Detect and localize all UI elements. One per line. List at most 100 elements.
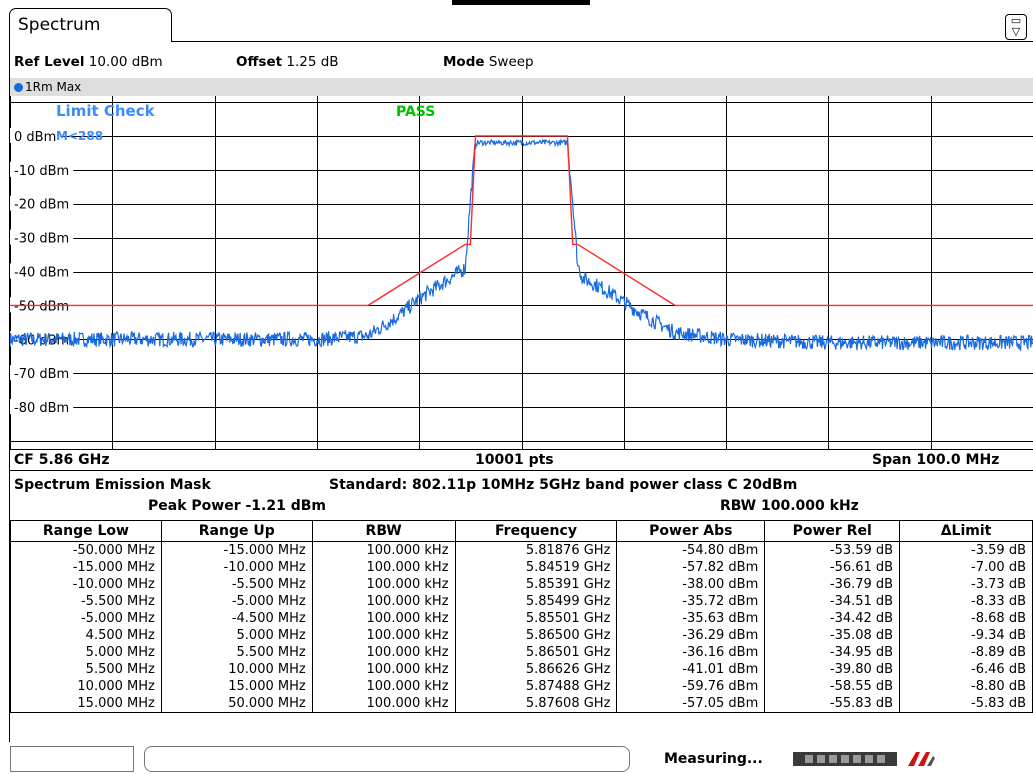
trace-dot-icon: [14, 83, 23, 92]
sweep-points: 10001 pts: [475, 452, 554, 468]
table-cell: 50.000 MHz: [160, 695, 313, 713]
table-cell: 4.500 MHz: [10, 627, 162, 644]
table-row: -10.000 MHz -5.500 MHz 100.000 kHz 5.85391 …: [10, 576, 1033, 593]
table-cell: -3.73 dB: [899, 576, 1033, 593]
table-cell: -7.00 dB: [899, 559, 1033, 576]
tab-divider: [172, 41, 1033, 42]
table-cell: 100.000 kHz: [311, 610, 456, 627]
span: Span 100.0 MHz: [872, 452, 1000, 468]
table-row: 5.000 MHz 5.500 MHz 100.000 kHz 5.86501 GHz…: [10, 644, 1033, 661]
table-cell: -10.000 MHz: [10, 576, 162, 593]
table-cell: -8.80 dB: [899, 678, 1033, 695]
column-header: Power Rel: [764, 520, 901, 542]
table-cell: -8.89 dB: [899, 644, 1033, 661]
offset-label: Offset: [236, 54, 283, 70]
y-tick-label: -30 dBm: [14, 232, 69, 247]
offset-value: 1.25 dB: [286, 54, 339, 70]
y-tick-label: -70 dBm: [14, 367, 69, 382]
table-cell: -5.500 MHz: [10, 593, 162, 610]
y-tick-label: 0 dBm: [14, 130, 56, 145]
table-cell: 100.000 kHz: [311, 627, 456, 644]
table-cell: 5.84519 GHz: [454, 559, 618, 576]
table-cell: 100.000 kHz: [311, 576, 456, 593]
tab-spectrum-label: Spectrum: [18, 15, 101, 35]
mode-label: Mode: [443, 54, 485, 70]
table-body: -50.000 MHz -15.000 MHz 100.000 kHz 5.81876…: [10, 541, 1033, 713]
column-header: Range Low: [10, 520, 162, 542]
tick-label-bg: [10, 365, 74, 381]
table-cell: -41.01 dBm: [616, 661, 766, 678]
table-cell: 100.000 kHz: [311, 644, 456, 661]
table-cell: 5.000 MHz: [10, 644, 162, 661]
table-cell: -58.55 dB: [764, 678, 901, 695]
limit-check-result: PASS: [396, 104, 435, 120]
table-cell: 15.000 MHz: [160, 678, 313, 695]
table-cell: 5.85501 GHz: [454, 610, 618, 627]
mode-value: Sweep: [488, 54, 534, 70]
table-cell: 5.86501 GHz: [454, 644, 618, 661]
table-cell: -5.000 MHz: [160, 593, 313, 610]
overview-icon[interactable]: ▭ ▽: [1005, 14, 1027, 40]
y-tick-label: -10 dBm: [14, 164, 69, 179]
table-cell: -55.83 dB: [764, 695, 901, 713]
table-cell: -10.000 MHz: [160, 559, 313, 576]
table-cell: -57.82 dBm: [616, 559, 766, 576]
tick-label-bg: [10, 161, 74, 177]
limit-line-label: M<288: [56, 129, 103, 143]
table-cell: -15.000 MHz: [10, 559, 162, 576]
table-cell: -6.46 dB: [899, 661, 1033, 678]
table-cell: -3.59 dB: [899, 541, 1033, 559]
plot-svg: 0 dBm -10 dBm -20 dBm -30 dBm -40 dBm -50 dBm…: [10, 96, 1033, 449]
trace-line: [10, 138, 1033, 352]
table-cell: -5.83 dB: [899, 695, 1033, 713]
sem-title: Spectrum Emission Mask: [14, 477, 211, 493]
table-cell: 15.000 MHz: [10, 695, 162, 713]
y-tick-label: -50 dBm: [14, 299, 69, 314]
status-field-left[interactable]: [10, 746, 134, 772]
table-row: -5.500 MHz -5.000 MHz 100.000 kHz 5.85499 G…: [10, 593, 1033, 610]
table-cell: 5.81876 GHz: [454, 541, 618, 559]
spectrum-plot[interactable]: 0 dBm -10 dBm -20 dBm -30 dBm -40 dBm -50 dBm…: [10, 96, 1033, 449]
tab-spectrum[interactable]: Spectrum: [9, 8, 172, 42]
table-row: 4.500 MHz 5.000 MHz 100.000 kHz 5.86500 GHz…: [10, 627, 1033, 644]
frequency-bar: CF 5.86 GHz 10001 pts Span 100.0 MHz: [10, 449, 1033, 471]
table-cell: 100.000 kHz: [311, 593, 456, 610]
table-cell: -54.80 dBm: [616, 541, 766, 559]
tick-label-bg: [10, 399, 74, 415]
main-frame: [9, 42, 1033, 742]
trace-label: 1Rm Max: [25, 80, 82, 94]
limit-check-label: Limit Check: [56, 102, 156, 120]
column-header: Frequency: [454, 520, 618, 542]
table-cell: 5.85499 GHz: [454, 593, 618, 610]
sem-standard: Standard: 802.11p 10MHz 5GHz band power …: [329, 477, 798, 493]
tick-label-bg: [10, 127, 61, 143]
table-cell: -36.29 dBm: [616, 627, 766, 644]
table-cell: 5.85391 GHz: [454, 576, 618, 593]
offset: Offset 1.25 dB: [236, 54, 339, 70]
table-cell: 5.500 MHz: [160, 644, 313, 661]
tick-label-bg: [10, 229, 74, 245]
column-header: Power Abs: [616, 520, 766, 542]
table-cell: 100.000 kHz: [311, 541, 456, 559]
sem-peak-power: Peak Power -1.21 dBm: [148, 498, 326, 514]
table-row: 10.000 MHz 15.000 MHz 100.000 kHz 5.87488 G…: [10, 678, 1033, 695]
table-cell: -15.000 MHz: [160, 541, 313, 559]
table-cell: -9.34 dB: [899, 627, 1033, 644]
table-cell: -56.61 dB: [764, 559, 901, 576]
table-cell: 100.000 kHz: [311, 695, 456, 713]
progress-bar: [793, 752, 897, 766]
table-cell: 10.000 MHz: [10, 678, 162, 695]
table-cell: -34.42 dB: [764, 610, 901, 627]
status-field-message: [144, 746, 630, 772]
table-cell: -5.500 MHz: [160, 576, 313, 593]
table-row: -5.000 MHz -4.500 MHz 100.000 kHz 5.85501 G…: [10, 610, 1033, 627]
rs-logo-icon: [908, 752, 935, 766]
table-cell: -35.72 dBm: [616, 593, 766, 610]
table-cell: -35.08 dB: [764, 627, 901, 644]
table-cell: -4.500 MHz: [160, 610, 313, 627]
table-cell: 5.86626 GHz: [454, 661, 618, 678]
trace-bar[interactable]: 1Rm Max: [10, 78, 1033, 96]
top-black-bar: [452, 0, 590, 5]
table-header-row: Range Low Range Up RBW Frequency Power Abs Po…: [10, 520, 1033, 542]
table-cell: 10.000 MHz: [160, 661, 313, 678]
